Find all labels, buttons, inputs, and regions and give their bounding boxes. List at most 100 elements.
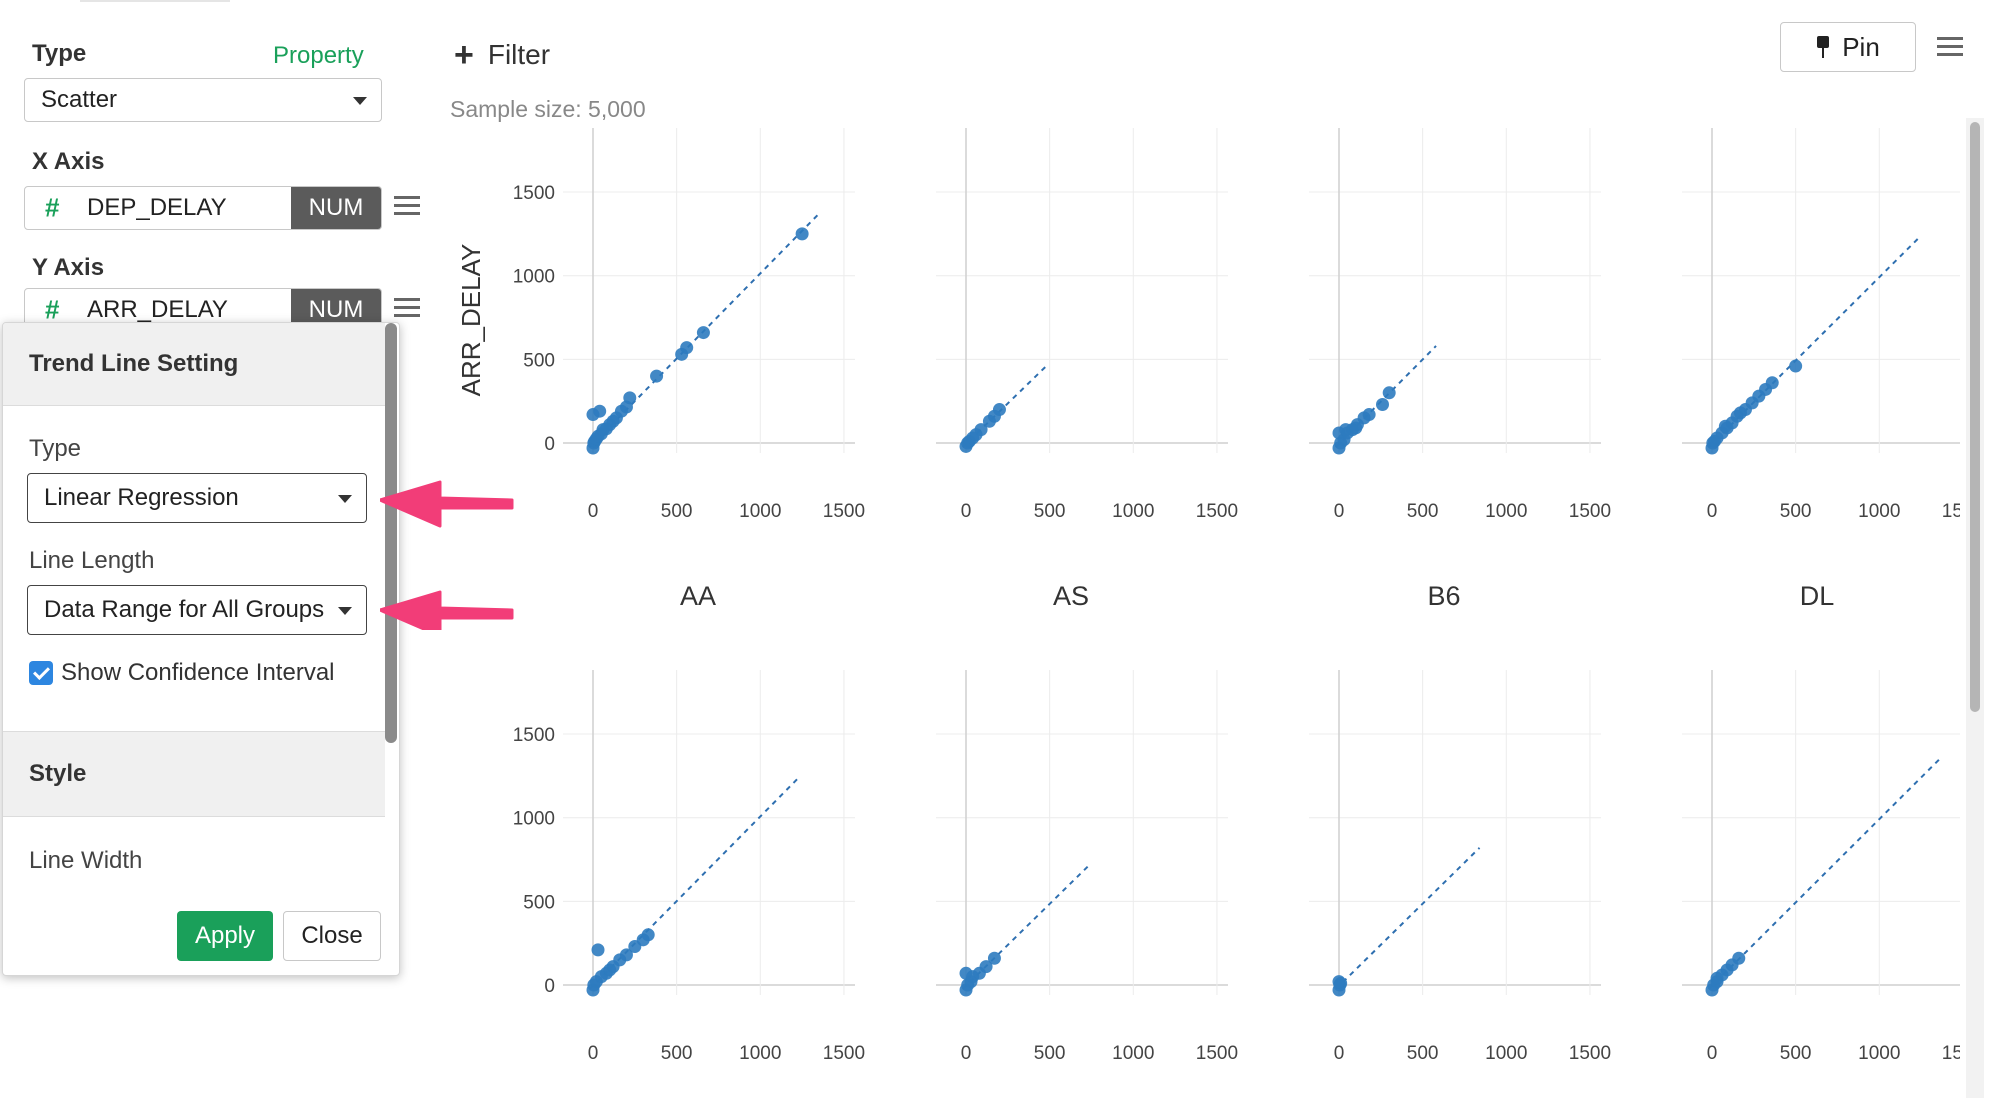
x-tick-label: 500: [661, 1043, 693, 1064]
x-tick-label: 0: [1707, 1043, 1718, 1064]
style-title: Style: [29, 760, 87, 787]
scatter-point: [1332, 975, 1346, 989]
scatter-point: [1710, 971, 1724, 985]
scatter-point: [1362, 408, 1376, 422]
chart-type-value: Scatter: [41, 86, 118, 113]
pin-icon: [1816, 36, 1830, 58]
scatter-point: [603, 963, 617, 977]
y-axis-label: Y Axis: [32, 254, 105, 281]
x-tick-label: 1000: [1112, 1043, 1154, 1064]
x-tick-label: 500: [661, 501, 693, 522]
chart-type-select[interactable]: Scatter: [24, 78, 382, 122]
scatter-point: [696, 326, 710, 340]
scatter-point: [979, 960, 993, 974]
type-label: Type: [32, 40, 87, 67]
confidence-interval-label[interactable]: Show Confidence Interval: [61, 659, 335, 686]
x-tick-label: 1500: [1569, 501, 1611, 522]
scatter-point: [1349, 421, 1363, 435]
y-tick-label: 1000: [513, 267, 555, 288]
close-button[interactable]: Close: [283, 911, 381, 961]
scatter-point: [1789, 359, 1803, 373]
trend-line: [1334, 847, 1481, 990]
trend-line-setting-header: Trend Line Setting: [3, 323, 385, 406]
x-tick-label: 1000: [739, 1043, 781, 1064]
sidebar-tab-indicator: [80, 0, 230, 2]
apply-button[interactable]: Apply: [177, 911, 273, 961]
x-tick-label: 1000: [1485, 1043, 1527, 1064]
trend-type-label: Type: [29, 435, 82, 462]
scatter-point: [596, 423, 610, 437]
scatter-point: [606, 414, 620, 428]
chart-svg: 0 500 1000 1500 0 500 1000 1500 AA 0 500 1000 1500 AS…: [456, 128, 1960, 1064]
scatter-point: [1765, 376, 1779, 390]
scatter-point: [619, 948, 633, 962]
pin-button[interactable]: Pin: [1780, 22, 1916, 72]
x-tick-label: 500: [1034, 1043, 1066, 1064]
x-tick-label: 1500: [1196, 1043, 1238, 1064]
line-length-label: Line Length: [29, 547, 155, 574]
sample-size: Sample size: 5,000: [450, 96, 646, 122]
facet-label: AA: [680, 581, 716, 611]
scatter-point: [623, 391, 637, 405]
y-axis-menu-icon[interactable]: [394, 298, 420, 318]
x-tick-label: 1000: [1112, 501, 1154, 522]
x-tick-label: 1000: [1858, 1043, 1900, 1064]
x-field-name: DEP_DELAY: [87, 194, 227, 221]
numeric-hash-icon: #: [45, 192, 60, 223]
x-tick-label: 1500: [823, 1043, 865, 1064]
scatter-point: [680, 341, 694, 355]
scatter-facet-chart: 0 500 1000 1500 0 500 1000 1500 AA 0 500 1000 1500 AS…: [440, 120, 1960, 1098]
arrow-pointer-icon: [380, 480, 514, 528]
confidence-interval-checkbox[interactable]: [29, 661, 53, 685]
x-tick-label: 1500: [823, 501, 865, 522]
trend-line-setting-popover: Trend Line Setting Type Linear Regressio…: [2, 322, 400, 976]
scatter-point: [614, 404, 628, 418]
chevron-down-icon: [353, 97, 367, 105]
x-tick-label: 1500: [1196, 501, 1238, 522]
scatter-point: [591, 943, 605, 957]
x-tick-label: 500: [1780, 1043, 1812, 1064]
scatter-point: [987, 951, 1001, 965]
property-link[interactable]: Property: [273, 42, 364, 69]
add-filter-button[interactable]: + Filter: [454, 38, 550, 72]
trend-type-select[interactable]: Linear Regression: [27, 473, 367, 523]
y-tick-label: 1500: [513, 183, 555, 204]
scatter-point: [1718, 419, 1732, 433]
popover-scrollbar[interactable]: [385, 323, 397, 743]
y-tick-label: 1000: [513, 809, 555, 830]
y-tick-label: 0: [544, 976, 555, 997]
x-tick-label: 0: [1707, 501, 1718, 522]
facet-label: DL: [1800, 581, 1835, 611]
plus-icon: +: [454, 36, 474, 74]
chevron-down-icon: [338, 607, 352, 615]
scatter-point: [1733, 406, 1747, 420]
main-menu-icon[interactable]: [1937, 37, 1963, 57]
scatter-point: [593, 404, 607, 418]
scatter-point: [641, 928, 655, 942]
scatter-point: [1375, 398, 1389, 412]
x-tick-label: 500: [1407, 1043, 1439, 1064]
x-tick-label: 1000: [1858, 501, 1900, 522]
main-scrollbar-thumb[interactable]: [1970, 122, 1980, 712]
x-axis-field[interactable]: # DEP_DELAY NUM: [24, 186, 382, 230]
x-field-type-badge: NUM: [291, 187, 381, 229]
scatter-point: [1339, 423, 1353, 437]
x-tick-label: 0: [1334, 501, 1345, 522]
scatter-point: [1382, 386, 1396, 400]
x-tick-label: 1500: [1942, 501, 1960, 522]
x-axis-menu-icon[interactable]: [394, 196, 420, 216]
x-tick-label: 500: [1407, 501, 1439, 522]
x-tick-label: 500: [1034, 501, 1066, 522]
x-tick-label: 0: [588, 501, 599, 522]
x-tick-label: 0: [1334, 1043, 1345, 1064]
trend-line: [1707, 756, 1942, 990]
line-length-select[interactable]: Data Range for All Groups: [27, 585, 367, 635]
scatter-point: [650, 369, 664, 383]
line-width-label: Line Width: [29, 847, 143, 874]
y-axis-title: ARR_DELAY: [456, 244, 486, 397]
x-tick-label: 500: [1780, 501, 1812, 522]
scatter-point: [992, 403, 1006, 417]
arrow-pointer-icon: [380, 590, 514, 630]
x-tick-label: 1500: [1569, 1043, 1611, 1064]
x-tick-label: 0: [588, 1043, 599, 1064]
